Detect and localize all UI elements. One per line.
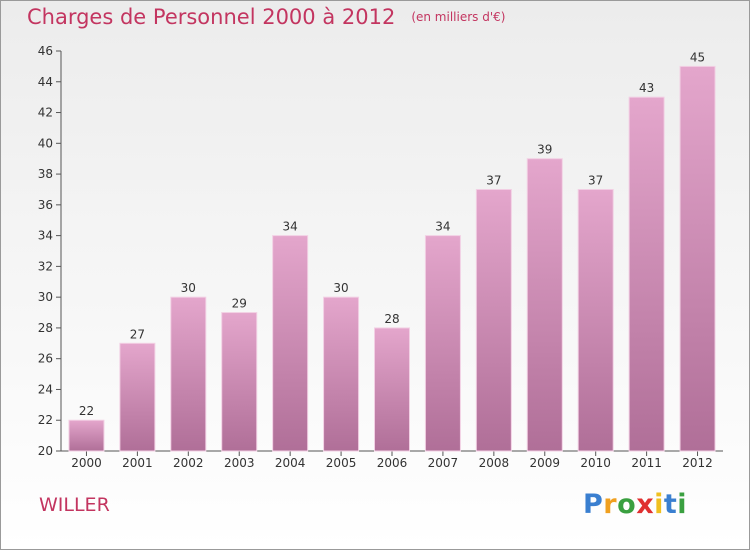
logo-letter: i	[654, 489, 664, 520]
data-label: 43	[639, 81, 654, 95]
data-label: 45	[690, 50, 705, 64]
data-label: 27	[130, 327, 145, 341]
x-tick-label: 2004	[275, 456, 306, 470]
data-label: 30	[333, 281, 348, 295]
y-tick-label: 34	[38, 229, 53, 243]
logo-letter: r	[603, 489, 618, 520]
bar	[68, 419, 105, 452]
data-label: 39	[537, 143, 552, 157]
x-tick-label: 2002	[173, 456, 204, 470]
x-tick-label: 2005	[326, 456, 357, 470]
unit-note: (en milliers d'€)	[411, 10, 506, 24]
bar	[577, 188, 614, 452]
logo-letter: x	[636, 489, 655, 520]
logo-letter: o	[617, 489, 637, 520]
logo-letter: i	[677, 489, 688, 520]
bar	[628, 96, 665, 452]
data-label: 22	[79, 404, 94, 418]
data-label: 30	[181, 281, 196, 295]
y-tick-label: 24	[38, 382, 53, 396]
proxiti-logo[interactable]: Proxiti	[583, 489, 687, 520]
logo-letter: t	[663, 489, 678, 520]
chart-title-text: Charges de Personnel 2000 à 2012	[27, 5, 396, 29]
y-tick-label: 26	[38, 352, 53, 366]
chart-title: Charges de Personnel 2000 à 2012 (en mill…	[27, 5, 505, 29]
data-label: 37	[588, 173, 603, 187]
bar	[170, 296, 207, 452]
y-tick-label: 32	[38, 259, 53, 273]
bar	[119, 342, 156, 452]
x-tick-label: 2012	[682, 456, 713, 470]
x-tick-label: 2011	[631, 456, 662, 470]
bar	[679, 65, 716, 452]
y-tick-label: 42	[38, 106, 53, 120]
bar	[526, 158, 563, 452]
y-tick-label: 46	[38, 44, 53, 58]
y-tick-label: 30	[38, 290, 53, 304]
x-tick-label: 2009	[529, 456, 560, 470]
y-tick-label: 20	[38, 444, 53, 458]
data-label: 29	[232, 297, 247, 311]
bar	[374, 327, 410, 452]
x-tick-label: 2000	[71, 456, 102, 470]
y-tick-label: 22	[38, 413, 53, 427]
data-label: 37	[486, 173, 501, 187]
y-tick-label: 44	[38, 75, 53, 89]
axes: 20 22 24 26 28 30 32 34 36 38 40 42 44 46 2000 2001 2002…	[38, 44, 723, 470]
y-tick-label: 40	[38, 136, 53, 150]
x-tick-label: 2006	[377, 456, 408, 470]
bar	[221, 312, 258, 452]
commune-name: WILLER	[39, 494, 110, 516]
y-tick-label: 28	[38, 321, 53, 335]
x-tick-label: 2010	[580, 456, 611, 470]
y-tick-label: 36	[38, 198, 53, 212]
bar	[323, 296, 360, 452]
x-tick-label: 2001	[122, 456, 153, 470]
y-tick-label: 38	[38, 167, 53, 181]
x-tick-label: 2007	[428, 456, 459, 470]
x-tick-label: 2003	[224, 456, 255, 470]
bars: 22 27 30 29 34 30 28 34 37 39 37 43 45	[68, 50, 716, 452]
data-label: 34	[435, 220, 450, 234]
data-label: 34	[283, 220, 298, 234]
bar	[424, 235, 461, 452]
logo-letter: P	[583, 489, 604, 520]
x-tick-label: 2008	[479, 456, 510, 470]
bar	[272, 235, 309, 452]
data-label: 28	[384, 312, 399, 326]
bar	[475, 188, 512, 452]
